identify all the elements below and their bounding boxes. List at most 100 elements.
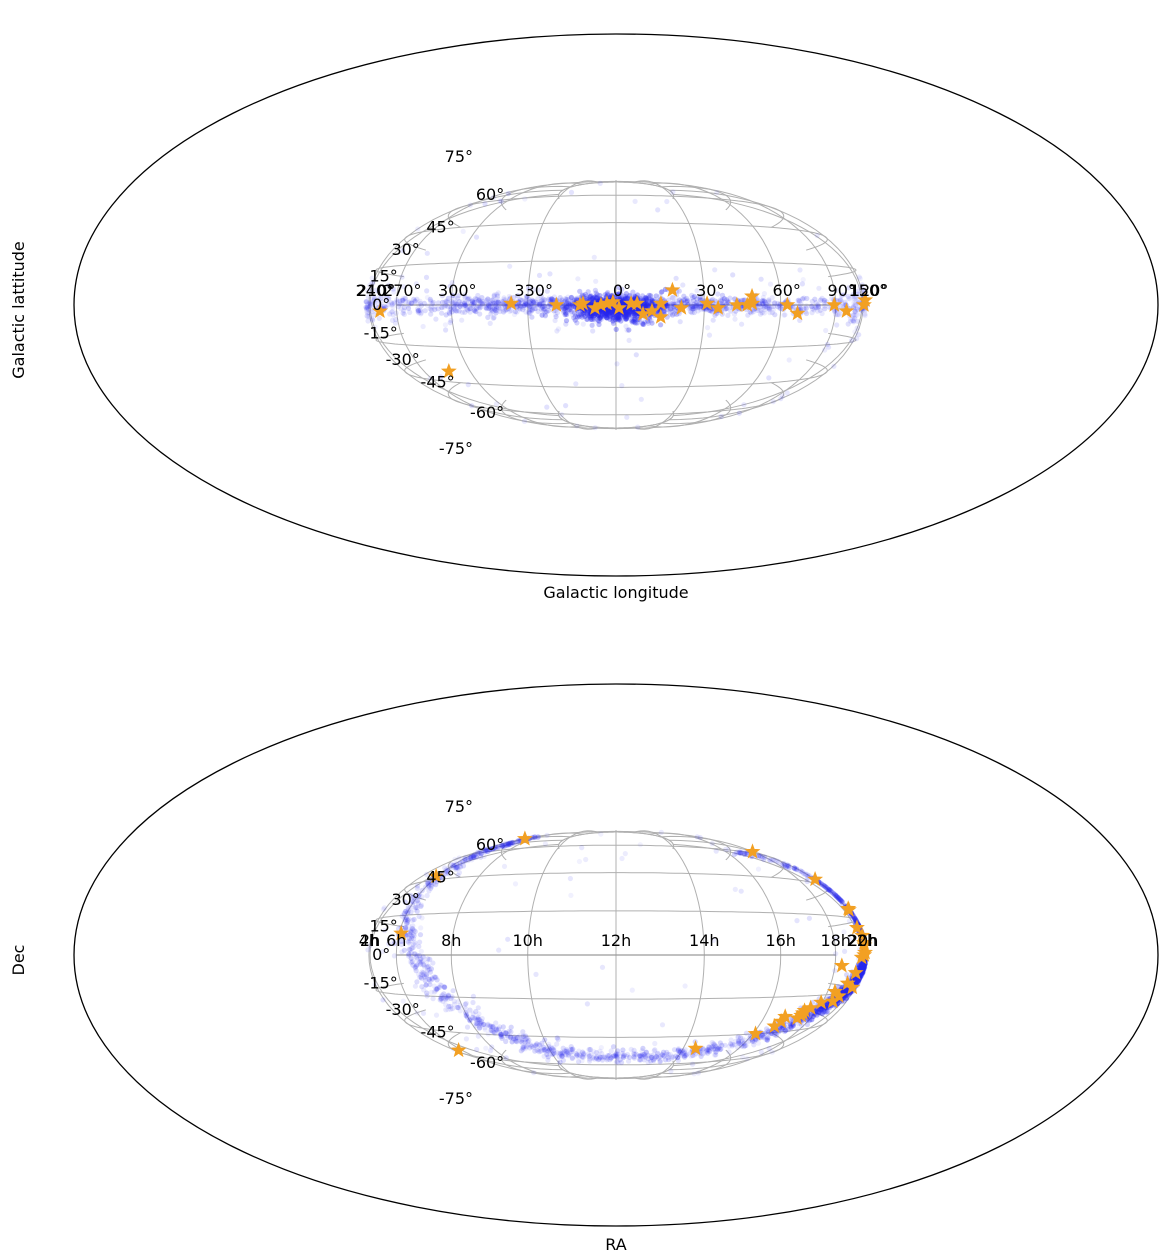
source-point (576, 858, 583, 865)
source-point (435, 300, 441, 306)
latitude-tick-label: -60° (470, 403, 504, 422)
source-point (606, 308, 612, 314)
source-point (622, 315, 629, 321)
source-point (709, 1039, 715, 1046)
source-point (629, 308, 635, 314)
source-point (627, 308, 633, 314)
source-point (408, 950, 414, 956)
source-point (570, 303, 576, 309)
source-point (412, 928, 418, 935)
source-point (634, 316, 641, 322)
polar-cap-line (557, 410, 675, 429)
latitude-tick-label: 15° (369, 917, 397, 936)
source-point (761, 298, 767, 304)
source-point (694, 834, 700, 840)
source-point (630, 308, 636, 314)
source-point (725, 299, 731, 305)
source-point (591, 312, 597, 318)
source-point (605, 307, 612, 313)
source-point (811, 307, 817, 313)
source-point (755, 866, 762, 872)
source-point (464, 306, 470, 312)
source-point (631, 316, 637, 322)
source-point (603, 310, 609, 316)
source-point (487, 320, 493, 326)
source-point (642, 303, 649, 309)
source-point (599, 309, 605, 315)
source-point (649, 320, 655, 326)
source-point (831, 363, 837, 369)
latitude-tick-label: 60° (476, 185, 504, 204)
source-point (629, 319, 636, 325)
longitude-gridline (395, 185, 572, 425)
source-point (646, 292, 652, 298)
source-point (712, 267, 718, 273)
source-point (477, 311, 483, 317)
source-point (364, 304, 370, 310)
source-point (604, 310, 610, 316)
source-point (390, 312, 396, 318)
source-point (606, 310, 612, 316)
source-point (854, 325, 860, 331)
source-point (607, 310, 613, 316)
source-point (644, 301, 651, 307)
source-point (618, 314, 624, 320)
latitude-tick-label: 0° (372, 945, 390, 964)
source-point (605, 289, 611, 296)
source-point (632, 319, 638, 325)
source-point (445, 992, 452, 998)
source-point (459, 309, 465, 315)
source-point (637, 842, 643, 848)
source-point (599, 312, 605, 318)
source-point (545, 308, 552, 314)
longitude-gridline (368, 189, 563, 421)
source-point (694, 296, 700, 302)
source-point (624, 414, 630, 420)
source-point (741, 402, 747, 408)
source-point (735, 1038, 742, 1044)
dec-tick-labels: 75°60°45°30°15°0°-15°-30°-45°-60°-75° (364, 797, 505, 1108)
source-point (578, 312, 585, 318)
source-point (371, 297, 377, 303)
source-point (605, 314, 611, 320)
source-point (424, 294, 430, 301)
source-point (814, 232, 820, 239)
source-point (624, 327, 630, 333)
source-point (607, 316, 613, 322)
source-point (592, 287, 599, 293)
source-point (600, 310, 606, 316)
source-point (533, 971, 539, 978)
source-point (505, 190, 511, 197)
source-point (589, 298, 595, 304)
source-point (521, 1044, 527, 1050)
source-point (569, 307, 575, 313)
source-point (605, 308, 611, 315)
source-point (854, 336, 860, 342)
source-point (567, 302, 573, 308)
source-point (688, 299, 694, 305)
source-point (710, 317, 716, 323)
source-point (731, 311, 738, 317)
source-point (495, 290, 501, 296)
source-point (469, 302, 475, 308)
source-point (695, 1070, 702, 1076)
source-point (391, 953, 397, 959)
source-point (655, 1055, 661, 1061)
source-point (490, 1029, 496, 1035)
source-point (584, 316, 590, 322)
source-point (460, 228, 466, 234)
source-point (760, 301, 766, 307)
source-point (410, 923, 416, 929)
source-point (590, 295, 596, 301)
source-point (632, 293, 638, 299)
source-point (562, 306, 568, 312)
source-point (468, 853, 474, 860)
source-point (607, 308, 614, 314)
source-point (416, 971, 422, 977)
source-point (726, 1049, 732, 1055)
source-point (560, 1057, 567, 1063)
source-point (638, 396, 644, 402)
source-point (833, 951, 839, 957)
source-point (622, 294, 628, 300)
source-point (603, 309, 609, 315)
